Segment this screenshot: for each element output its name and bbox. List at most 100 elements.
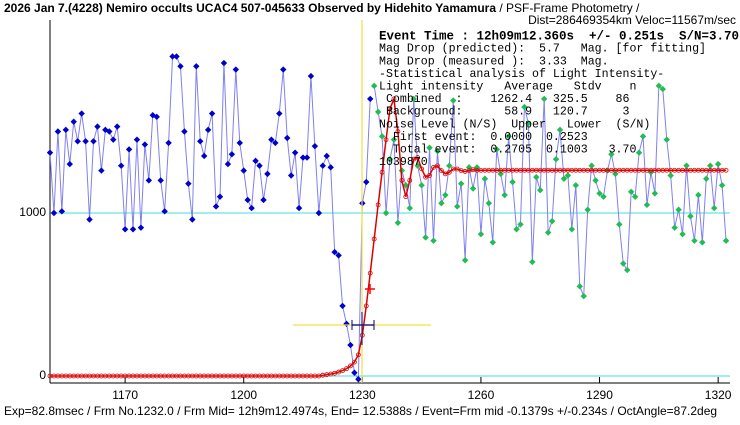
x-tick-label: 1230 (349, 388, 376, 402)
data-point (78, 110, 85, 117)
data-point (521, 103, 528, 111)
data-point (94, 123, 101, 130)
model-point (403, 194, 409, 200)
data-point (157, 177, 164, 184)
data-point (228, 151, 236, 158)
data-point (675, 206, 682, 213)
data-point (568, 226, 576, 233)
data-point (493, 146, 500, 153)
data-point (430, 237, 437, 244)
model-point (423, 174, 428, 180)
data-point (363, 178, 370, 186)
data-point (208, 110, 216, 117)
data-point (509, 178, 516, 186)
info-line: First event: 0.0000 0.2523 (379, 131, 588, 144)
data-point (616, 221, 623, 228)
info-line: -Statistical analysis of Light Intensity… (379, 68, 664, 81)
chart-title: 2026 Jan 7.(4228) Nemiro occults UCAC4 5… (4, 1, 640, 15)
model-point (419, 166, 425, 172)
data-point (402, 182, 410, 189)
model-point (431, 164, 436, 170)
model-point (336, 369, 342, 375)
data-point (556, 126, 564, 134)
data-point (627, 188, 635, 196)
data-point (485, 200, 493, 207)
data-point (714, 160, 722, 168)
chart-subtitle: Dist=286469354km Veloc=11567m/sec (528, 13, 736, 27)
data-point (469, 185, 477, 192)
data-point (161, 208, 168, 215)
data-point (224, 160, 232, 168)
data-point (133, 136, 141, 143)
data-point (580, 292, 587, 300)
info-line: Light intensity Average Stdv n (379, 80, 636, 93)
data-point (631, 193, 639, 200)
data-point (367, 95, 374, 103)
data-point (193, 63, 200, 70)
data-point (50, 209, 58, 217)
data-point (707, 162, 714, 169)
data-point (564, 172, 572, 179)
data-point (659, 85, 666, 93)
data-point (185, 180, 192, 187)
data-point (378, 133, 386, 140)
data-point (173, 53, 180, 60)
plot-area: 0 1000 1170 1200 1230 1260 1290 1320 (19, 20, 732, 402)
model-point (352, 359, 357, 365)
data-point (244, 196, 251, 204)
data-point (457, 180, 465, 187)
data-point (86, 216, 93, 223)
data-point (544, 229, 552, 236)
data-point (121, 226, 129, 233)
data-point (220, 59, 228, 67)
y-tick-label: 0 (39, 368, 46, 382)
model-point (387, 106, 393, 112)
data-point (612, 170, 619, 178)
data-point (481, 175, 489, 182)
data-point (347, 341, 354, 349)
data-point (540, 95, 548, 103)
data-point (197, 138, 204, 145)
data-point (537, 186, 544, 194)
data-point (311, 142, 319, 150)
data-point (671, 224, 678, 231)
model-point (399, 177, 405, 183)
data-point (256, 162, 263, 169)
data-point (303, 154, 311, 161)
data-point (307, 72, 315, 80)
data-point (584, 206, 591, 213)
data-point (703, 175, 710, 182)
y-tick-label: 1000 (19, 205, 46, 219)
model-point (371, 236, 377, 242)
data-point (232, 66, 240, 73)
data-point (137, 224, 145, 231)
data-point (718, 182, 726, 189)
data-point (663, 136, 670, 143)
data-point (418, 182, 425, 189)
data-point (189, 216, 196, 223)
model-point (442, 171, 448, 177)
model-point (391, 96, 397, 102)
data-point (117, 162, 125, 169)
data-point (181, 128, 188, 135)
data-point (576, 283, 583, 290)
data-point (295, 204, 303, 212)
data-point (390, 136, 398, 143)
data-point (422, 234, 429, 241)
data-point (272, 139, 279, 147)
data-point (588, 162, 595, 169)
data-point (683, 162, 690, 169)
data-point (635, 149, 643, 156)
model-point (407, 177, 413, 183)
x-tick-label: 1200 (230, 388, 257, 402)
data-point (355, 376, 362, 383)
data-point (331, 248, 338, 256)
data-point (141, 141, 149, 148)
model-point (344, 366, 349, 372)
data-point (319, 162, 326, 169)
series-line (373, 84, 727, 297)
info-line: Mag Drop (measured ): 3.33 Mag. (379, 55, 609, 68)
data-point (513, 226, 520, 233)
data-point (264, 170, 271, 178)
data-point (533, 173, 540, 181)
